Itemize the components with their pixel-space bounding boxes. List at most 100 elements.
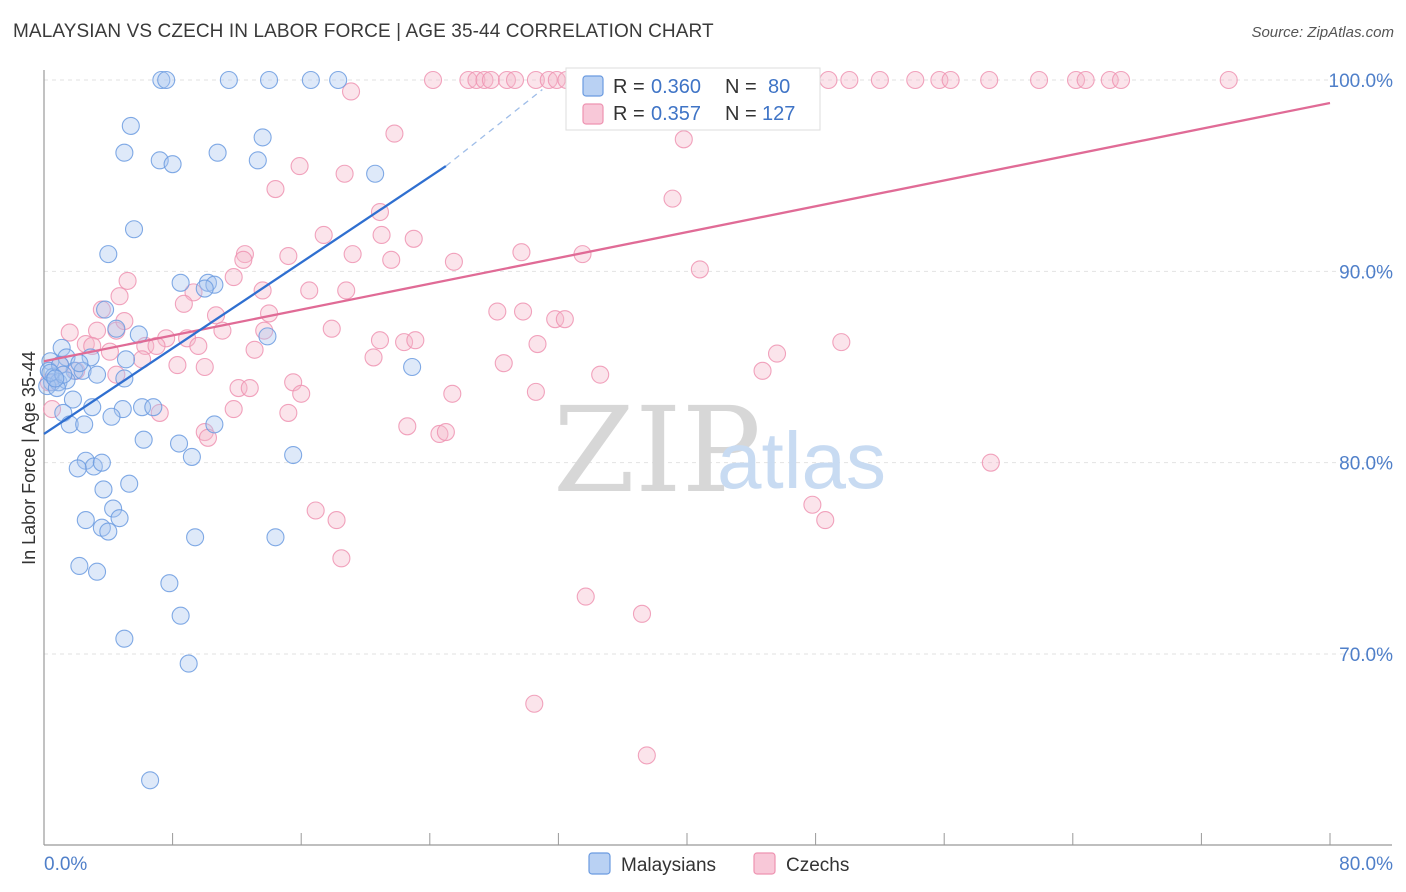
czech-point [332, 549, 351, 568]
malaysian-point [219, 70, 238, 90]
malaysian-point [179, 654, 198, 673]
czech-point [327, 511, 346, 530]
malaysian-point [144, 398, 163, 417]
czech-point [444, 252, 463, 271]
legend-n-label-2: N = [725, 103, 757, 125]
malaysian-point [301, 70, 320, 90]
czech-point [110, 287, 129, 306]
czech-point [870, 70, 889, 90]
czech-point [690, 260, 709, 279]
malaysian-point [92, 453, 111, 472]
czech-point [980, 70, 999, 90]
czech-point [526, 70, 545, 90]
malaysian-point [75, 415, 94, 434]
malaysian-point [94, 480, 113, 499]
legend-r-label-1: R = [613, 76, 645, 98]
czech-point [632, 604, 652, 623]
legend-n-value-malaysians: 80 [768, 76, 790, 98]
czech-point [512, 243, 531, 262]
malaysian-point [96, 300, 115, 319]
malaysian-point [152, 70, 171, 90]
legend-box [565, 67, 821, 131]
czech-point [753, 361, 772, 380]
malaysian-point [87, 365, 107, 384]
czech-point [436, 423, 455, 442]
malaysian-point [124, 220, 144, 239]
malaysian-point [198, 273, 218, 292]
czech-point [555, 310, 574, 329]
czech-point [803, 495, 822, 514]
malaysian-point [258, 327, 277, 346]
malaysian-point [403, 357, 422, 377]
malaysian-point [160, 574, 179, 593]
czech-point [547, 70, 566, 90]
legend-r-label-2: R = [613, 103, 645, 125]
malaysian-points [38, 70, 422, 790]
czech-point [60, 323, 79, 342]
malaysian-trend-line [43, 165, 447, 435]
czech-point [234, 250, 253, 269]
czech-point [674, 130, 693, 149]
watermark-zip: ZIP [553, 381, 761, 519]
czech-point [372, 225, 391, 245]
czech-point [637, 746, 656, 765]
czech-point [525, 694, 544, 713]
czech-point [290, 157, 309, 176]
y-tick-label: 100.0% [1329, 71, 1394, 92]
malaysian-trend-extension [445, 89, 543, 167]
czech-point [118, 271, 137, 290]
malaysian-point [134, 430, 153, 449]
czech-point [370, 331, 390, 350]
czech-point [322, 319, 341, 338]
watermark-atlas: atlas [717, 416, 886, 505]
malaysian-point [68, 459, 87, 478]
watermark: ZIP atlas [553, 381, 886, 519]
czech-point [195, 423, 214, 442]
czech-point [981, 453, 1000, 472]
czech-point [245, 340, 264, 359]
czech-point [306, 501, 325, 520]
series-legend: Malaysians Czechs [588, 852, 849, 876]
malaysian-point [205, 275, 224, 294]
malaysian-point [115, 143, 134, 162]
malaysian-point [205, 415, 224, 434]
trend-lines [43, 89, 1331, 435]
bottom-legend-malaysians: Malaysians [621, 855, 716, 876]
malaysian-point [99, 522, 118, 541]
malaysian-point [116, 350, 136, 369]
czech-point [488, 302, 507, 321]
malaysian-point [102, 407, 121, 426]
czech-point [816, 511, 835, 530]
czech-point [259, 304, 279, 323]
malaysian-point [366, 164, 385, 183]
czech-point [174, 294, 193, 313]
legend-swatch-malaysians [582, 75, 604, 97]
czech-points [39, 70, 1238, 765]
czech-point [546, 310, 565, 329]
czech-point [300, 281, 319, 300]
malaysian-point [157, 70, 176, 90]
malaysian-point [99, 245, 118, 264]
czech-point [840, 70, 859, 90]
czech-point [941, 70, 960, 90]
y-axis-title: In Labor Force | Age 35-44 [19, 351, 39, 565]
malaysian-point [63, 390, 82, 409]
x-tick-label-max: 80.0% [1339, 854, 1393, 875]
czech-point [481, 70, 500, 90]
czech-point [1029, 70, 1049, 90]
czech-point [505, 70, 525, 90]
gridlines [44, 79, 1392, 655]
czech-point [382, 250, 401, 269]
czech-point [279, 403, 298, 422]
x-tick-label-min: 0.0% [44, 854, 87, 875]
malaysian-point [76, 511, 95, 530]
czech-point [364, 348, 383, 367]
czech-point [513, 302, 533, 321]
czech-point [526, 382, 545, 401]
y-tick-labels: 70.0% 80.0% 90.0% 100.0% [1329, 71, 1394, 666]
bottom-legend-swatch-czechs [753, 852, 776, 875]
czech-point [189, 336, 208, 356]
malaysian-point [169, 434, 189, 453]
czech-point [240, 378, 259, 398]
malaysian-point [253, 128, 272, 147]
